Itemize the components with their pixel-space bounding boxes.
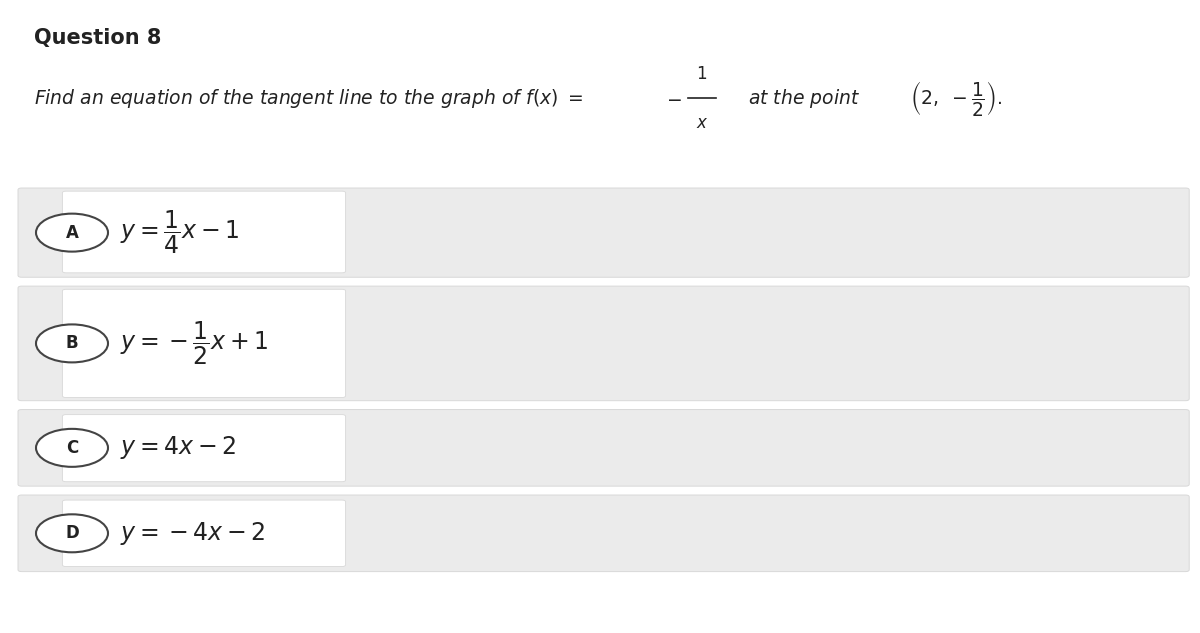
Text: $\mathit{at\ the\ point}$: $\mathit{at\ the\ point}$ <box>748 87 859 110</box>
FancyBboxPatch shape <box>18 495 1189 572</box>
Text: $\left(2,\ -\dfrac{1}{2}\right).$: $\left(2,\ -\dfrac{1}{2}\right).$ <box>910 78 1002 118</box>
FancyBboxPatch shape <box>62 289 346 398</box>
Text: Question 8: Question 8 <box>34 28 161 49</box>
FancyBboxPatch shape <box>62 415 346 482</box>
FancyBboxPatch shape <box>62 500 346 567</box>
Text: $y = -\dfrac{1}{2}x + 1$: $y = -\dfrac{1}{2}x + 1$ <box>120 320 269 367</box>
Text: $y = -4x - 2$: $y = -4x - 2$ <box>120 520 265 547</box>
Circle shape <box>36 324 108 362</box>
Text: $y = 4x - 2$: $y = 4x - 2$ <box>120 434 236 461</box>
FancyBboxPatch shape <box>18 188 1189 277</box>
Text: D: D <box>65 524 79 542</box>
Text: C: C <box>66 439 78 457</box>
Circle shape <box>36 429 108 467</box>
Circle shape <box>36 214 108 252</box>
Text: B: B <box>66 334 78 353</box>
FancyBboxPatch shape <box>18 410 1189 486</box>
Text: $\mathit{Find\ an\ equation\ of\ the\ tangent\ line\ to\ the\ graph\ of\ f(x)\ =: $\mathit{Find\ an\ equation\ of\ the\ ta… <box>34 87 583 110</box>
FancyBboxPatch shape <box>18 286 1189 401</box>
Text: $1$: $1$ <box>696 65 708 83</box>
Text: $\mathit{x}$: $\mathit{x}$ <box>696 115 708 132</box>
FancyBboxPatch shape <box>62 191 346 273</box>
Circle shape <box>36 514 108 552</box>
Text: $y = \dfrac{1}{4}x - 1$: $y = \dfrac{1}{4}x - 1$ <box>120 209 239 256</box>
Text: A: A <box>66 223 78 242</box>
Text: $-$: $-$ <box>666 89 682 108</box>
